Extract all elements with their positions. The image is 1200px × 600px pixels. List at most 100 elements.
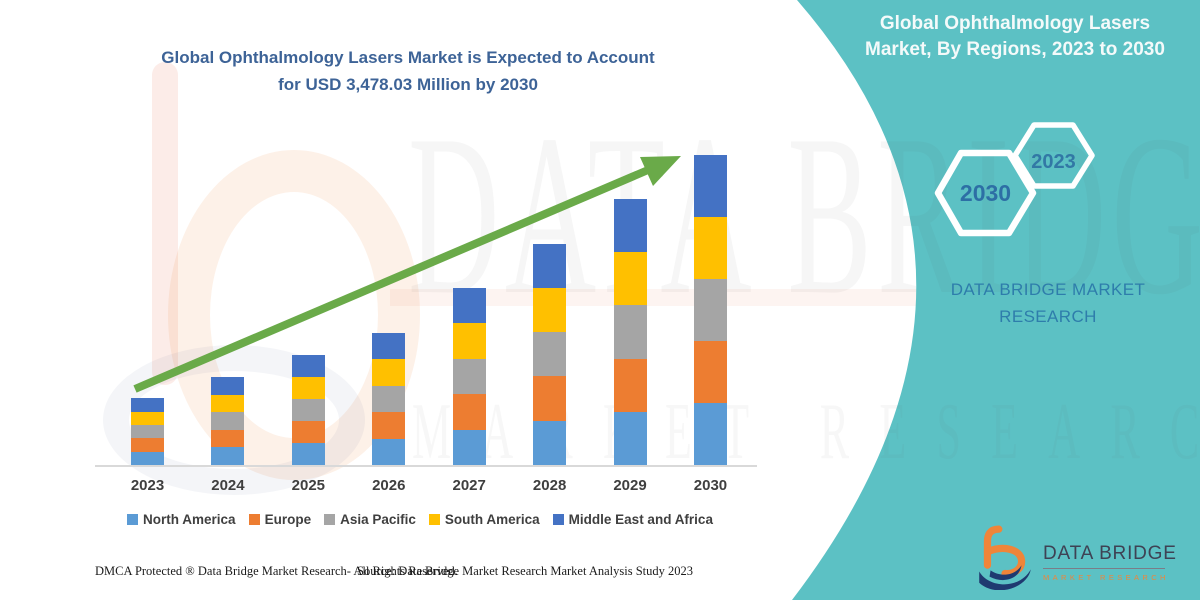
segment-north-america-2026	[372, 438, 406, 465]
segment-asia-pacific-2025	[291, 398, 325, 421]
chart-title: Global Ophthalmology Lasers Market is Ex…	[48, 44, 768, 98]
segment-asia-pacific-2030	[693, 279, 727, 342]
bar-2027	[452, 287, 486, 465]
right-panel-title-line1: Global Ophthalmology Lasers	[879, 13, 1151, 34]
segment-europe-2028	[533, 376, 567, 421]
x-tick-2029: 2029	[613, 477, 647, 494]
x-axis-line	[95, 465, 757, 467]
legend-swatch-asia-pacific	[324, 514, 336, 525]
right-panel-title-line2: Market, By Regions, 2023 to 2030	[865, 39, 1165, 60]
segment-asia-pacific-2024	[211, 412, 245, 430]
segment-middle-east-and-africa-2024	[211, 377, 245, 395]
segment-north-america-2028	[533, 420, 567, 465]
chart-title-line1: Global Ophthalmology Lasers Market is Ex…	[161, 48, 655, 67]
segment-asia-pacific-2028	[533, 332, 567, 377]
segment-asia-pacific-2026	[372, 385, 406, 413]
segment-europe-2027	[452, 394, 486, 430]
segment-south-america-2028	[533, 287, 567, 333]
teal-shape	[792, 0, 1200, 600]
segment-north-america-2023	[131, 451, 164, 465]
bar-2028	[533, 243, 567, 465]
legend-label-south-america: South America	[444, 512, 540, 527]
legend-label-europe: Europe	[264, 512, 312, 527]
segment-south-america-2023	[131, 411, 164, 425]
logo-subtitle: MARKET RESEARCH	[1043, 573, 1169, 582]
x-tick-2024: 2024	[211, 477, 245, 494]
hexagon-2030-label: 2030	[960, 180, 1011, 206]
segment-north-america-2029	[613, 411, 647, 465]
hexagon-2030	[934, 149, 1037, 237]
segment-south-america-2029	[613, 252, 647, 306]
brand-caption: DATA BRIDGE MARKET RESEARCH	[950, 280, 1146, 326]
bar-2030	[693, 155, 727, 465]
logo-title: DATA BRIDGE	[1043, 543, 1177, 564]
logo-divider	[1043, 568, 1165, 569]
legend-item-europe: Europe	[248, 512, 312, 527]
right-panel-title: Global Ophthalmology Lasers Market, By R…	[845, 11, 1185, 63]
segment-south-america-2027	[452, 323, 486, 359]
segment-south-america-2030	[693, 217, 727, 280]
segment-north-america-2027	[452, 429, 486, 465]
legend-swatch-south-america	[428, 514, 440, 525]
x-tick-2025: 2025	[291, 477, 326, 494]
logo-b-bowl	[983, 544, 1026, 578]
segment-middle-east-and-africa-2030	[693, 155, 727, 218]
segment-europe-2023	[131, 438, 164, 452]
segment-middle-east-and-africa-2026	[372, 332, 406, 360]
bar-2026	[372, 332, 406, 465]
segment-europe-2024	[211, 429, 245, 448]
segment-middle-east-and-africa-2029	[613, 198, 647, 253]
segment-asia-pacific-2029	[613, 305, 647, 359]
segment-europe-2025	[291, 420, 325, 443]
bar-2029	[613, 198, 647, 465]
segment-europe-2029	[613, 358, 647, 412]
footer-dmca-text: DMCA Protected ® Data Bridge Market Rese…	[95, 564, 458, 578]
segment-asia-pacific-2023	[131, 424, 164, 439]
x-tick-2026: 2026	[372, 477, 406, 494]
bar-2023	[131, 398, 164, 465]
legend-item-north-america: North America	[127, 512, 236, 527]
segment-middle-east-and-africa-2027	[452, 287, 486, 324]
segment-north-america-2025	[291, 442, 325, 465]
segment-europe-2030	[693, 341, 727, 404]
logo-text-block: DATA BRIDGE MARKET RESEARCH	[1043, 543, 1177, 590]
segment-middle-east-and-africa-2028	[533, 243, 567, 288]
legend-label-north-america: North America	[143, 512, 236, 527]
legend-item-asia-pacific: Asia Pacific	[324, 512, 416, 527]
stacked-bar-plot	[131, 155, 727, 465]
segment-south-america-2025	[291, 376, 325, 399]
hexagon-2023	[1012, 122, 1095, 189]
data-bridge-logo: DATA BRIDGE MARKET RESEARCH	[976, 524, 1177, 590]
bar-2025	[291, 354, 325, 465]
x-tick-2030: 2030	[693, 477, 728, 494]
data-bridge-logo-icon	[979, 525, 1031, 590]
segment-middle-east-and-africa-2025	[291, 354, 325, 377]
legend-label-asia-pacific: Asia Pacific	[340, 512, 416, 527]
footer-source-text: Source: Data Bridge Market Research Mark…	[357, 564, 694, 578]
segment-north-america-2024	[211, 447, 245, 465]
legend-label-middle-east-and-africa: Middle East and Africa	[568, 512, 713, 527]
legend-swatch-europe	[248, 514, 260, 525]
segment-south-america-2024	[211, 394, 245, 413]
logo-swoosh	[979, 569, 1031, 590]
chart-title-line2: for USD 3,478.03 Million by 2030	[278, 75, 538, 94]
bar-2024	[211, 377, 245, 465]
legend-swatch-middle-east-and-africa	[552, 514, 564, 525]
chart-legend: North America Europe Asia Pacific South Ame…	[80, 512, 760, 527]
x-tick-2023: 2023	[130, 477, 165, 494]
legend-item-south-america: South America	[428, 512, 540, 527]
segment-south-america-2026	[372, 359, 406, 386]
segment-asia-pacific-2027	[452, 358, 486, 395]
segment-middle-east-and-africa-2023	[131, 398, 164, 412]
x-tick-2027: 2027	[452, 477, 486, 494]
segment-north-america-2030	[693, 403, 727, 465]
legend-item-middle-east-and-africa: Middle East and Africa	[552, 512, 713, 527]
x-axis-labels: 2023 2024 2025 2026 2027 2028 2029 2030	[131, 477, 727, 494]
legend-swatch-north-america	[127, 514, 139, 525]
segment-europe-2026	[372, 412, 406, 439]
hexagon-2023-label: 2023	[1031, 151, 1076, 173]
logo-b-stem	[983, 525, 1003, 569]
logo-leaf	[989, 565, 1022, 581]
